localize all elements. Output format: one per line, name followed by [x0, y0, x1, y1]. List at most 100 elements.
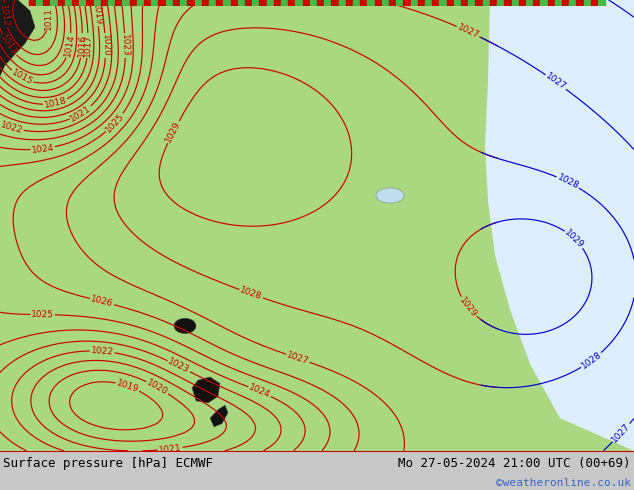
Polygon shape — [454, 0, 461, 6]
Polygon shape — [29, 0, 36, 6]
Polygon shape — [425, 0, 432, 6]
Polygon shape — [137, 0, 144, 6]
Polygon shape — [86, 0, 94, 6]
Polygon shape — [555, 0, 562, 6]
Text: 1012: 1012 — [0, 3, 10, 27]
Text: 1019: 1019 — [91, 1, 103, 25]
Polygon shape — [368, 0, 375, 6]
Text: 1028: 1028 — [555, 173, 580, 191]
Text: 1024: 1024 — [30, 143, 55, 154]
Polygon shape — [411, 0, 418, 6]
Polygon shape — [533, 0, 540, 6]
Polygon shape — [281, 0, 288, 6]
Polygon shape — [245, 0, 252, 6]
Polygon shape — [469, 0, 476, 6]
Polygon shape — [504, 0, 512, 6]
Polygon shape — [0, 0, 634, 451]
Polygon shape — [490, 0, 497, 6]
Polygon shape — [598, 0, 605, 6]
Polygon shape — [122, 0, 130, 6]
Polygon shape — [353, 0, 360, 6]
Text: 1027: 1027 — [544, 72, 568, 92]
Polygon shape — [101, 0, 108, 6]
Polygon shape — [130, 0, 137, 6]
Text: 1020: 1020 — [145, 378, 170, 397]
Polygon shape — [360, 0, 368, 6]
Polygon shape — [485, 0, 634, 451]
Text: 1021: 1021 — [68, 104, 93, 123]
Polygon shape — [317, 0, 324, 6]
Polygon shape — [58, 0, 65, 6]
Text: 1020: 1020 — [101, 34, 110, 57]
Polygon shape — [180, 0, 187, 6]
Polygon shape — [310, 0, 317, 6]
Polygon shape — [418, 0, 425, 6]
Polygon shape — [173, 0, 180, 6]
Polygon shape — [302, 0, 310, 6]
Polygon shape — [165, 0, 173, 6]
Polygon shape — [482, 0, 490, 6]
Polygon shape — [346, 0, 353, 6]
Text: 1022: 1022 — [0, 120, 24, 135]
Text: 1024: 1024 — [247, 383, 272, 400]
Polygon shape — [295, 0, 302, 6]
Polygon shape — [152, 0, 158, 6]
Polygon shape — [187, 0, 195, 6]
Polygon shape — [252, 0, 259, 6]
Polygon shape — [238, 0, 245, 6]
Text: 1025: 1025 — [104, 112, 126, 134]
Polygon shape — [0, 0, 35, 76]
Text: 1016: 1016 — [77, 34, 87, 57]
Text: 1011: 1011 — [44, 7, 53, 30]
Text: 1025: 1025 — [31, 310, 54, 319]
Text: 1028: 1028 — [239, 286, 263, 302]
Polygon shape — [94, 0, 101, 6]
Text: 1027: 1027 — [456, 23, 481, 40]
Polygon shape — [324, 0, 332, 6]
Polygon shape — [540, 0, 548, 6]
Text: 1017: 1017 — [83, 34, 93, 57]
Polygon shape — [266, 0, 274, 6]
Polygon shape — [202, 0, 209, 6]
Polygon shape — [209, 0, 216, 6]
Polygon shape — [288, 0, 295, 6]
Polygon shape — [591, 0, 598, 6]
Polygon shape — [519, 0, 526, 6]
Polygon shape — [439, 0, 447, 6]
Polygon shape — [447, 0, 454, 6]
Polygon shape — [223, 0, 231, 6]
Text: 1027: 1027 — [285, 350, 310, 366]
Polygon shape — [144, 0, 152, 6]
Ellipse shape — [174, 318, 196, 334]
Text: 1022: 1022 — [91, 346, 113, 357]
Text: 1029: 1029 — [458, 295, 479, 319]
Text: 1014: 1014 — [63, 33, 76, 58]
Polygon shape — [512, 0, 519, 6]
Polygon shape — [382, 0, 389, 6]
Text: 1013: 1013 — [0, 33, 19, 57]
Polygon shape — [259, 0, 266, 6]
Polygon shape — [432, 0, 439, 6]
Polygon shape — [526, 0, 533, 6]
Polygon shape — [72, 0, 79, 6]
Text: 1029: 1029 — [164, 120, 183, 144]
Polygon shape — [583, 0, 591, 6]
Polygon shape — [339, 0, 346, 6]
Polygon shape — [562, 0, 569, 6]
Polygon shape — [158, 0, 165, 6]
Text: 1021: 1021 — [158, 443, 182, 455]
Polygon shape — [590, 0, 634, 38]
Polygon shape — [192, 377, 220, 403]
Polygon shape — [396, 0, 403, 6]
Polygon shape — [569, 0, 576, 6]
Polygon shape — [548, 0, 555, 6]
Polygon shape — [79, 0, 86, 6]
Text: 1029: 1029 — [563, 228, 586, 250]
Text: 1028: 1028 — [579, 350, 604, 371]
Polygon shape — [195, 0, 202, 6]
Text: 1015: 1015 — [10, 68, 34, 87]
Polygon shape — [210, 405, 228, 427]
Polygon shape — [476, 0, 482, 6]
Polygon shape — [36, 0, 43, 6]
Text: 1026: 1026 — [90, 294, 114, 309]
